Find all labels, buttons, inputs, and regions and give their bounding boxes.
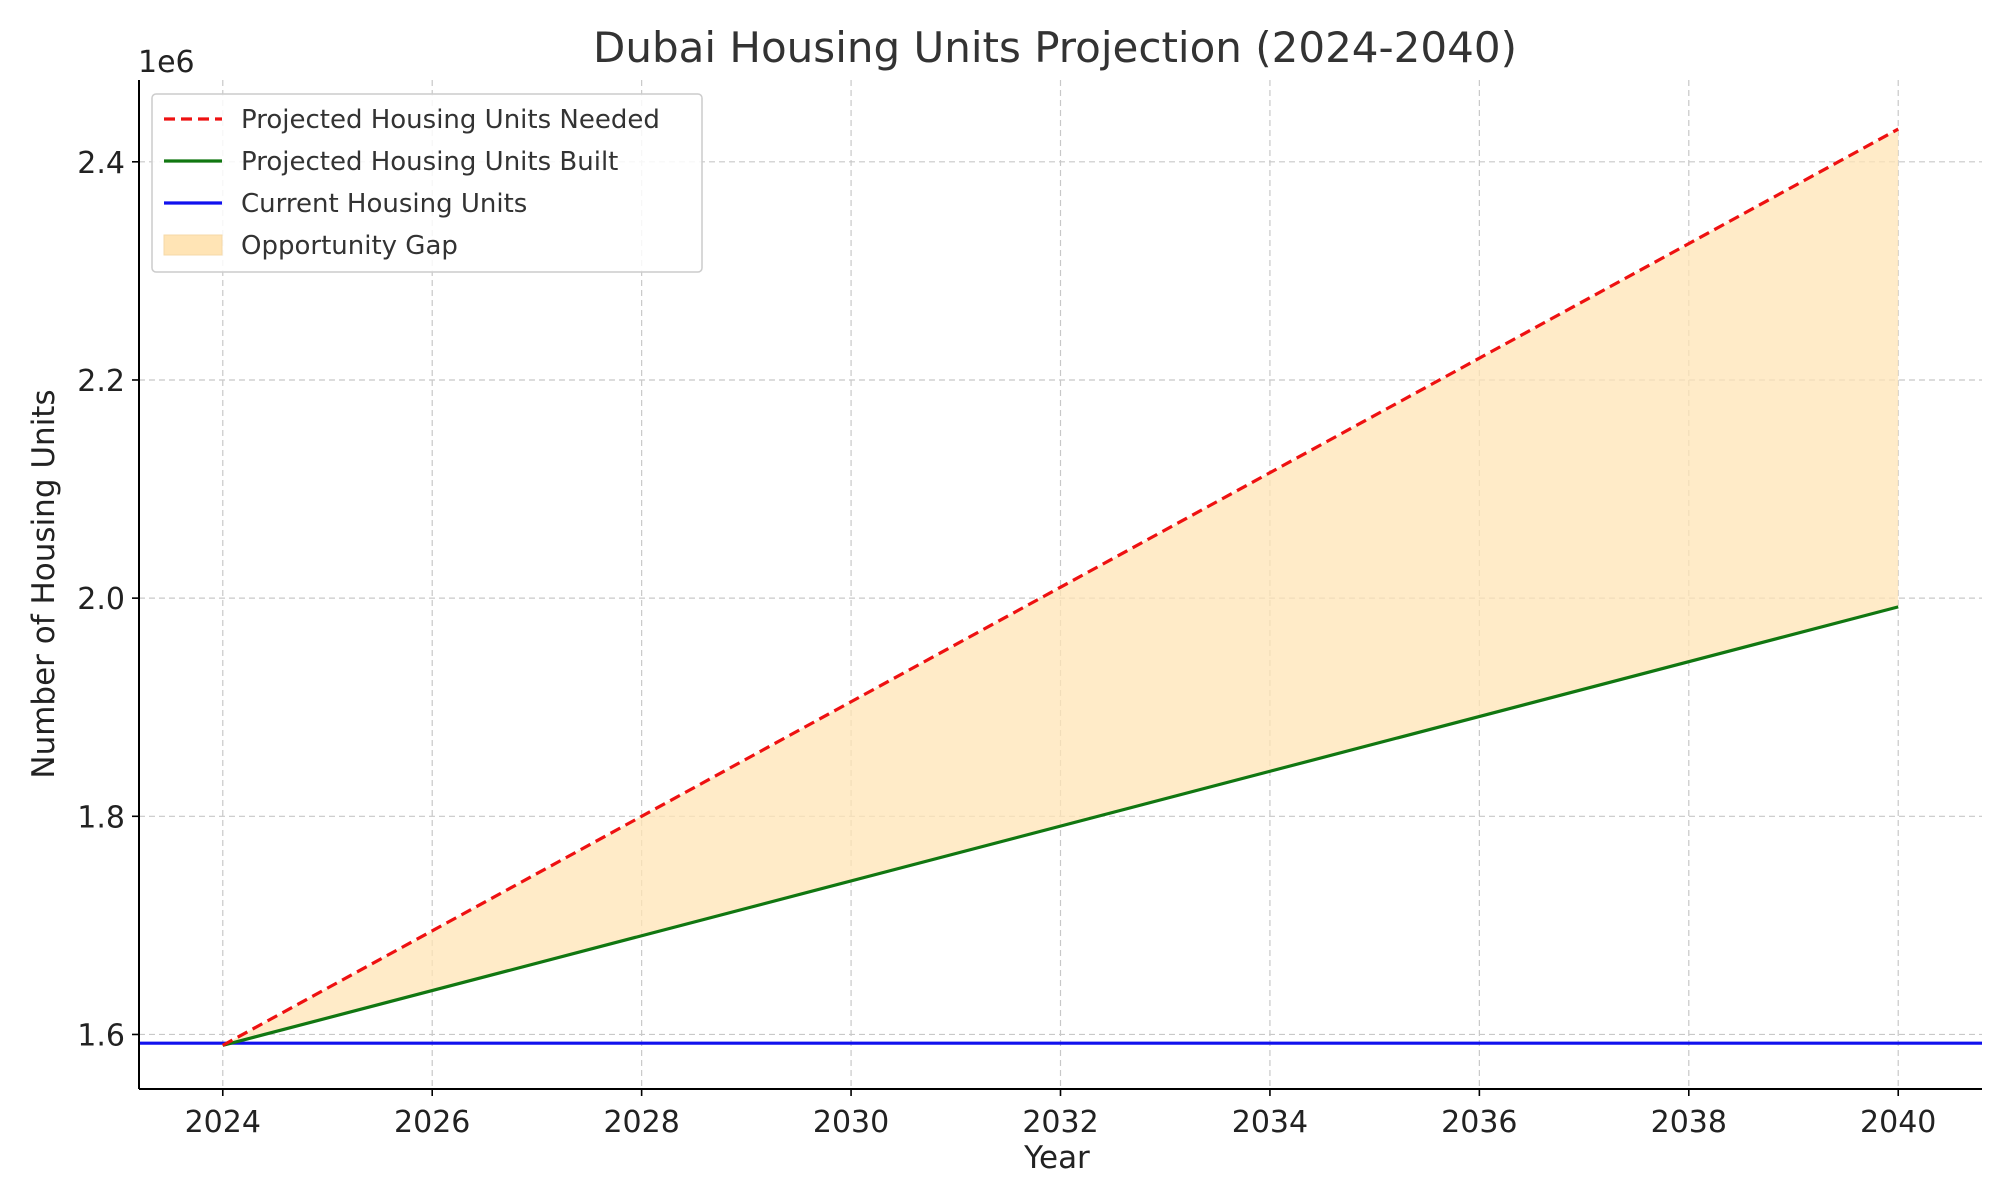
x-tick-label: 2024 bbox=[185, 1105, 261, 1140]
x-tick-label: 2036 bbox=[1441, 1105, 1517, 1140]
y-tick-label: 1.8 bbox=[77, 800, 125, 835]
legend-box bbox=[151, 93, 703, 273]
legend-label-opportunity-gap: Opportunity Gap bbox=[241, 231, 458, 261]
x-tick-label: 2026 bbox=[394, 1105, 470, 1140]
y-tick-label: 2.0 bbox=[77, 582, 125, 617]
x-tick-label: 2038 bbox=[1651, 1105, 1727, 1140]
y-tick-label: 1.6 bbox=[77, 1018, 125, 1053]
x-tick-label: 2040 bbox=[1860, 1105, 1936, 1140]
series-line-projected-housing-units-built bbox=[222, 605, 1899, 1047]
legend: Projected Housing Units Needed Projected … bbox=[151, 93, 703, 273]
legend-label-current-housing-units: Current Housing Units bbox=[241, 189, 527, 219]
y-axis-label: Number of Housing Units bbox=[26, 389, 62, 778]
x-tick-label: 2030 bbox=[813, 1105, 889, 1140]
x-tick-label: 2034 bbox=[1232, 1105, 1308, 1140]
y-tick-label: 2.4 bbox=[77, 146, 125, 181]
series-lines bbox=[139, 127, 1982, 1047]
x-axis-ticks: 2024 2026 2028 2030 2032 2034 2036 2038 2040 bbox=[185, 1089, 1936, 1140]
chart-title: Dubai Housing Units Projection (2024-204… bbox=[593, 23, 1517, 72]
x-tick-label: 2032 bbox=[1022, 1105, 1098, 1140]
x-axis-label: Year bbox=[1023, 1140, 1090, 1176]
x-tick-label: 2028 bbox=[603, 1105, 679, 1140]
y-axis-ticks: 1.6 1.8 2.0 2.2 2.4 bbox=[77, 146, 139, 1053]
series-line-projected-housing-units-needed bbox=[222, 127, 1899, 1047]
y-axis-offset-label: 1e6 bbox=[138, 45, 195, 80]
legend-label-projected-housing-units-needed: Projected Housing Units Needed bbox=[241, 105, 660, 135]
legend-label-projected-housing-units-built: Projected Housing Units Built bbox=[241, 147, 618, 177]
legend-swatch-opportunity-gap bbox=[163, 234, 223, 256]
y-tick-label: 2.2 bbox=[77, 364, 125, 399]
